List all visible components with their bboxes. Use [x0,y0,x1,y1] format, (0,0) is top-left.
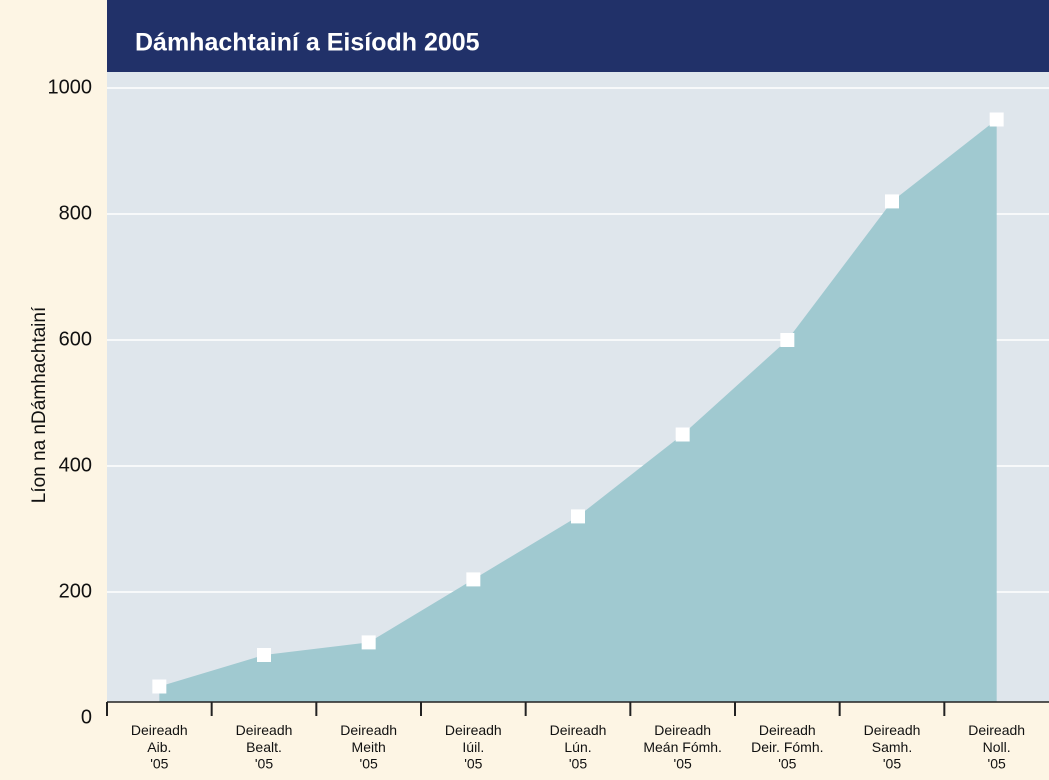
y-axis-label: Líon na nDámhachtainí [29,306,50,503]
x-tick-label: Deireadh Meith '05 [340,722,397,772]
title-bar [107,0,1049,72]
x-tick-label: Deireadh Noll. '05 [968,722,1025,772]
y-tick-label: 1000 [48,76,93,98]
x-tick-label: Deireadh Iúil. '05 [445,722,502,772]
y-tick-label: 800 [59,202,92,224]
x-tick-label: Deireadh Deir. Fómh. '05 [751,722,823,772]
marker [780,333,795,347]
marker [989,112,1004,127]
x-tick-label: Deireadh Lún. '05 [550,722,607,772]
x-tick-label: Deireadh Samh. '05 [864,722,921,772]
marker [571,509,585,524]
y-tick-label: 200 [59,580,92,602]
x-tick-label: Deireadh Meán Fómh. '05 [643,722,722,772]
marker [675,427,690,442]
x-tick-label: Deireadh Bealt. '05 [236,722,293,772]
chart-title: Dámhachtainí a Eisíodh 2005 [135,29,480,57]
marker [361,635,376,650]
marker [466,572,481,587]
y-tick-label: 400 [59,454,92,476]
marker [885,194,899,209]
x-tick-label: Deireadh Aib. '05 [131,722,188,772]
y-tick-label: 600 [59,328,92,350]
marker [152,679,167,694]
area [159,119,997,702]
y-tick-label: 0 [81,706,92,728]
marker [257,648,271,662]
